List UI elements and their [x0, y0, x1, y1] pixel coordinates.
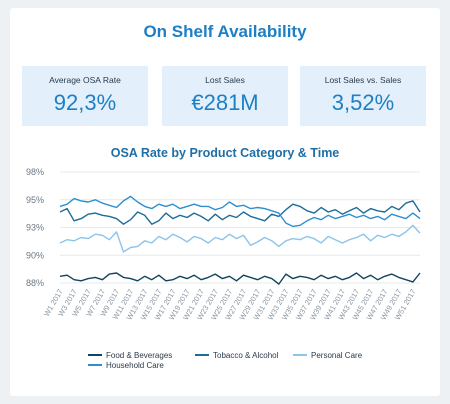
- kpi-label: Lost Sales vs. Sales: [324, 75, 402, 85]
- legend-item-food: Food & Beverages: [88, 351, 172, 360]
- legend-swatch: [195, 353, 209, 356]
- series-line-food: [59, 272, 421, 285]
- legend-swatch: [88, 353, 102, 356]
- y-tick-label: 90%: [26, 250, 44, 260]
- kpi-card-lost-vs-sales: Lost Sales vs. Sales 3,52%: [300, 66, 426, 126]
- dashboard-panel: On Shelf Availability Average OSA Rate 9…: [10, 8, 440, 396]
- legend-swatch: [88, 363, 102, 366]
- legend-label: Tobacco & Alcohol: [213, 351, 279, 360]
- chart-title: OSA Rate by Product Category & Time: [110, 146, 340, 160]
- kpi-value: 3,52%: [331, 90, 395, 115]
- legend-item-tobacco: Tobacco & Alcohol: [195, 351, 278, 360]
- kpi-card-avg-osa: Average OSA Rate 92,3%: [22, 66, 148, 126]
- legend-label: Food & Beverages: [106, 351, 173, 360]
- legend-item-household: Household Care: [88, 361, 164, 370]
- y-tick-label: 95%: [26, 195, 44, 205]
- y-tick-label: 93%: [26, 223, 44, 233]
- kpi-card-lost-sales: Lost Sales €281M: [162, 66, 288, 126]
- series-line-household: [59, 195, 421, 228]
- legend-swatch: [293, 353, 307, 356]
- y-tick-label: 88%: [26, 278, 44, 288]
- kpi-value: €281M: [191, 90, 259, 115]
- legend-item-personal: Personal Care: [293, 351, 362, 360]
- y-tick-label: 98%: [26, 167, 44, 177]
- dashboard-title: On Shelf Availability: [143, 22, 307, 41]
- legend-label: Household Care: [106, 361, 164, 370]
- legend-label: Personal Care: [311, 351, 363, 360]
- series-line-tobacco: [59, 200, 421, 225]
- kpi-value: 92,3%: [53, 90, 117, 115]
- kpi-label: Average OSA Rate: [49, 75, 121, 85]
- kpi-label: Lost Sales: [205, 75, 245, 85]
- series-line-personal: [59, 224, 421, 253]
